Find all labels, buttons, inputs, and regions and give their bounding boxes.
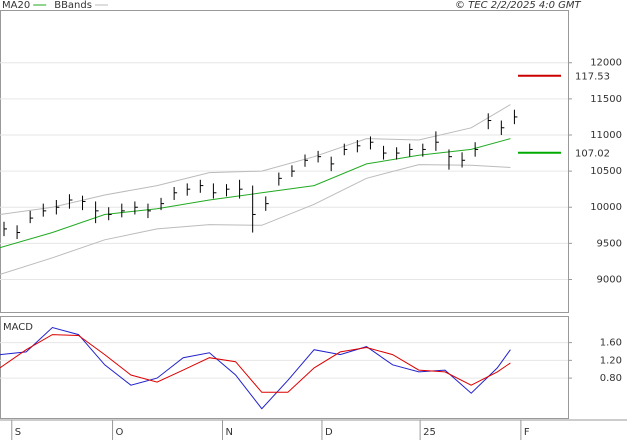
annotation-label: 117.53 [575,72,610,83]
price-frame [0,10,569,313]
macd-line [0,334,511,393]
x-tick-label: O [116,427,124,438]
x-tick-label: D [325,427,333,438]
x-tick-label: 25 [423,427,436,438]
y-tick-label: 10000 [590,202,622,213]
legend-label: BBands [54,0,92,11]
x-tick-label: S [15,427,21,438]
y-tick-label: 1.20 [600,355,622,366]
y-tick-label: 0.80 [600,373,622,384]
band-line [0,164,511,275]
legend-label: MA20 [2,0,30,11]
y-tick-label: 9500 [597,238,622,249]
annotation-label: 107.02 [575,149,610,160]
y-tick-label: 9000 [597,274,622,285]
y-tick-label: 10500 [590,166,622,177]
y-tick-label: 11000 [590,130,622,141]
ma-line [0,104,511,215]
y-tick-label: 12000 [590,58,622,69]
macd-title: MACD [3,322,33,333]
x-tick-label: F [524,427,530,438]
macd-line [0,326,511,410]
source: © TEC 2/2/2025 4:0 GMT [455,0,582,11]
y-tick-label: 1.60 [600,338,622,349]
x-tick-label: N [225,427,232,438]
macd-frame [0,316,569,419]
y-tick-label: 11500 [590,94,622,105]
ma-line [0,138,511,249]
